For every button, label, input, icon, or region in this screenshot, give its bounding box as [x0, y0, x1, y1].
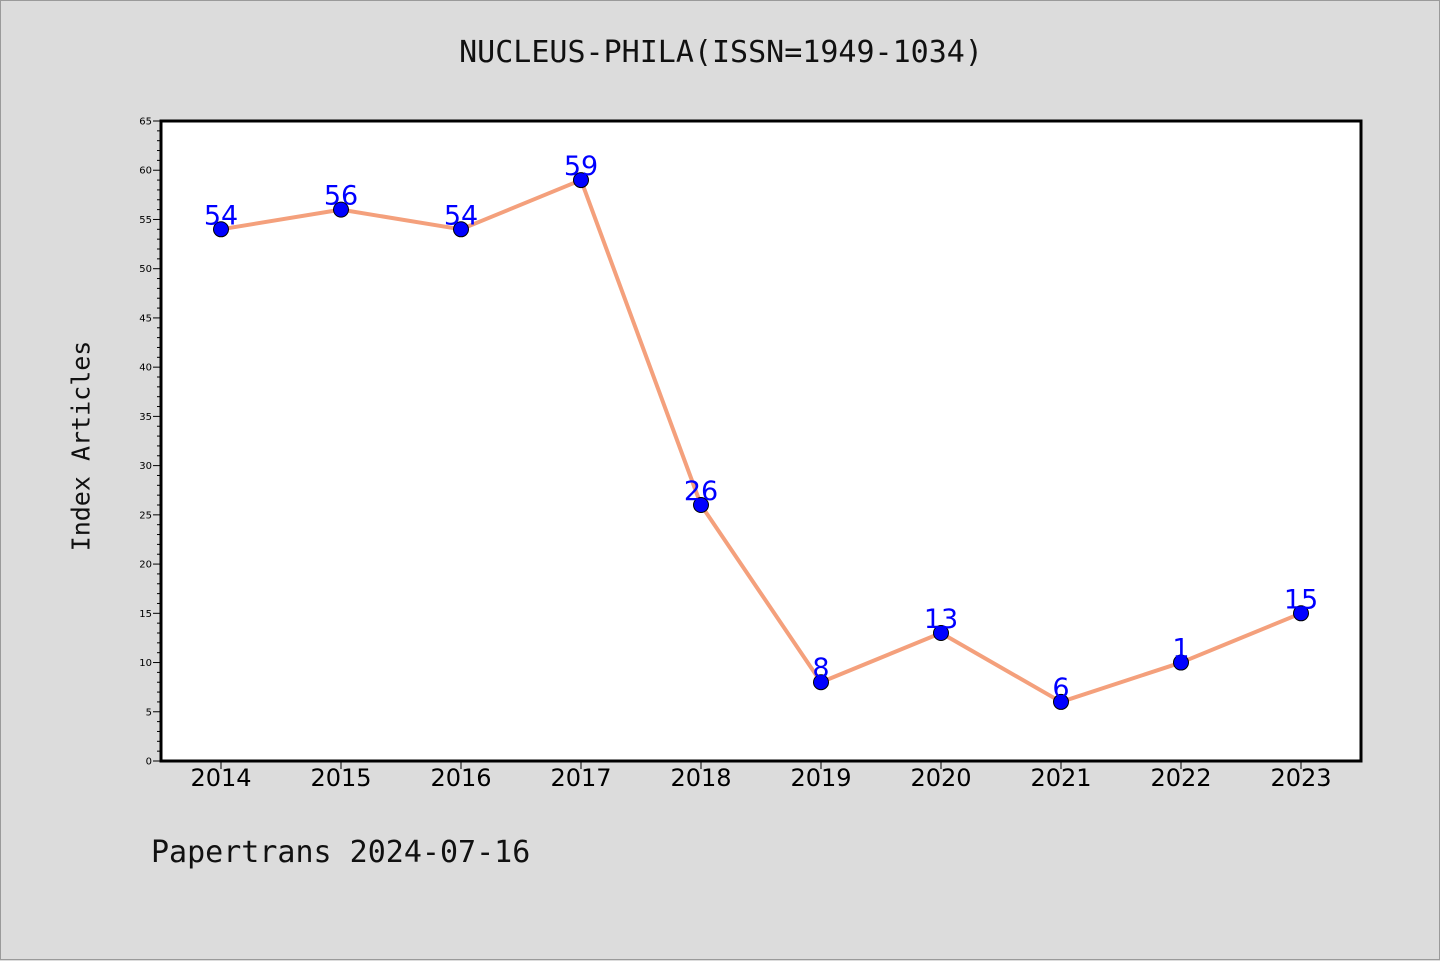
data-point	[933, 625, 949, 641]
data-label: 59	[564, 151, 598, 182]
y-tick-label: 50	[139, 264, 152, 275]
data-point	[1293, 605, 1309, 622]
x-tick-label: 2020	[910, 764, 971, 792]
data-label: 13	[924, 604, 958, 635]
y-tick-label: 40	[139, 363, 152, 374]
data-label: 56	[324, 181, 358, 212]
data-point	[333, 201, 349, 218]
y-tick-label: 5	[146, 707, 152, 718]
x-tick-label: 2023	[1270, 764, 1331, 792]
x-tick-label: 2019	[790, 764, 851, 792]
x-tick-label: 2016	[430, 764, 491, 792]
data-label: 6	[1052, 673, 1069, 704]
y-tick-label: 60	[139, 166, 152, 177]
y-tick-label: 25	[139, 510, 152, 521]
data-point	[573, 172, 589, 189]
data-point	[1173, 654, 1189, 671]
y-tick-label: 0	[146, 757, 152, 768]
x-tick-label: 2021	[1030, 764, 1091, 792]
data-label: 8	[812, 653, 829, 684]
data-point	[213, 221, 229, 238]
data-label: 26	[684, 476, 718, 507]
y-tick-label: 30	[139, 461, 152, 472]
y-tick-label: 20	[139, 560, 152, 571]
y-tick-label: 15	[139, 609, 152, 620]
data-point	[813, 674, 829, 691]
x-tick-label: 2022	[1150, 764, 1211, 792]
data-point	[693, 497, 709, 513]
x-tick-label: 2014	[190, 764, 251, 792]
x-tick-label: 2015	[310, 764, 371, 792]
x-tick-label: 2017	[550, 764, 611, 792]
data-label: 54	[204, 200, 238, 231]
plot-frame	[159, 119, 1363, 763]
series-line	[219, 178, 1303, 704]
y-tick-label: 55	[139, 215, 152, 226]
y-tick-label: 65	[139, 117, 152, 128]
data-point	[453, 221, 469, 238]
data-label: 15	[1284, 584, 1318, 615]
y-tick-label: 10	[139, 658, 152, 669]
y-tick-label: 45	[139, 313, 152, 324]
data-point	[1053, 693, 1069, 710]
chart-title: NUCLEUS-PHILA(ISSN=1949-1034)	[459, 35, 983, 70]
x-tick-label: 2018	[670, 764, 731, 792]
footer-note: Papertrans 2024-07-16	[151, 835, 531, 870]
y-tick-label: 35	[139, 412, 152, 423]
data-label: 1	[1172, 634, 1189, 665]
data-label: 54	[444, 200, 478, 231]
